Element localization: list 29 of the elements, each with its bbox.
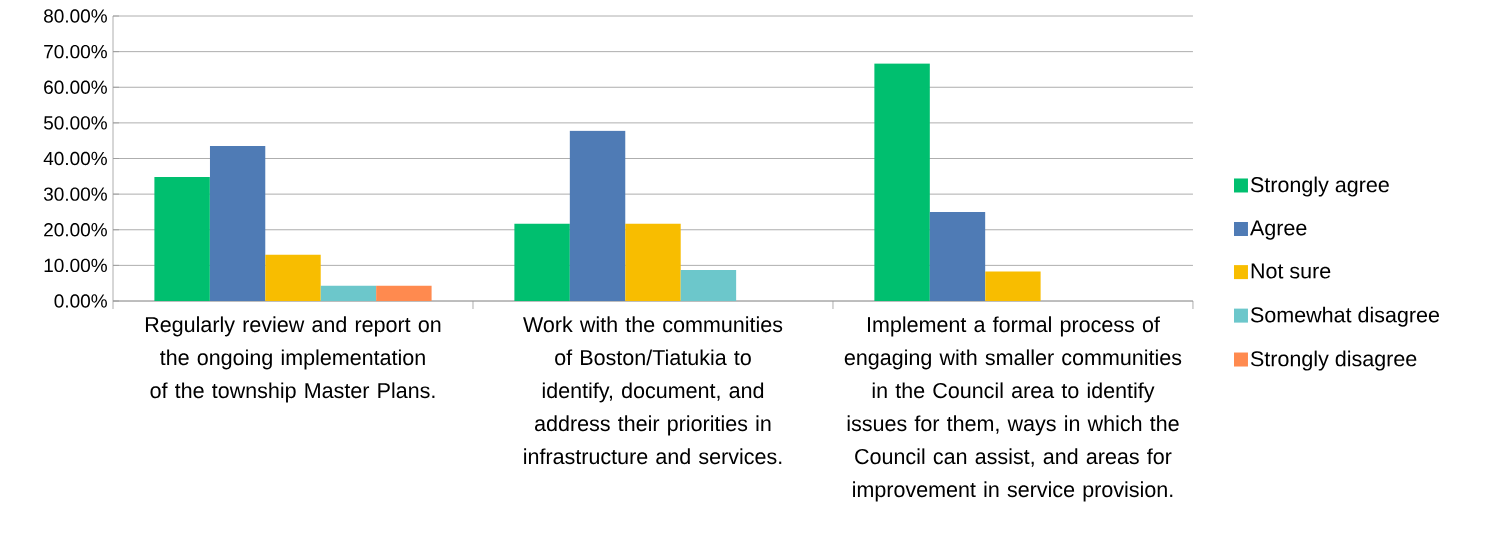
legend-label: Strongly disagree <box>1250 350 1417 371</box>
y-tick-label: 80.00% <box>44 9 107 23</box>
y-tick-label: 70.00% <box>44 44 107 59</box>
y-tick-label: 10.00% <box>44 258 107 273</box>
bar <box>985 271 1041 301</box>
bar <box>376 285 432 301</box>
bar <box>265 254 321 301</box>
legend-label: Strongly agree <box>1250 176 1389 197</box>
bar <box>625 223 681 301</box>
bar <box>929 211 986 301</box>
bar <box>514 223 570 301</box>
x-tick-label: Implement a formal process of engaging with smaller communities in the Council area to identify issues for them, ways in which the Council can assist, and areas for improvement in service provision. <box>844 316 1182 502</box>
x-tick-label: Work with the communities of Boston/Tiatukia to identify, document, and address their priorities in infrastructure and services. <box>523 316 783 465</box>
y-tick-label: 60.00% <box>44 80 107 94</box>
bar <box>320 285 377 301</box>
bar <box>209 146 266 301</box>
bar <box>569 130 626 301</box>
bar <box>680 270 737 301</box>
y-tick-label: 40.00% <box>43 151 107 166</box>
legend-label: Not sure <box>1251 263 1331 279</box>
bar <box>154 177 210 301</box>
y-tick-label: 30.00% <box>43 187 107 201</box>
legend-label: Somewhat disagree <box>1250 306 1439 327</box>
legend-label: Agree <box>1250 220 1307 240</box>
x-tick-label: Regularly review and report on the ongoing implementation of the township Master Plans. <box>145 316 441 403</box>
bar <box>874 63 930 301</box>
y-tick-label: 50.00% <box>43 116 107 130</box>
y-tick-label: 0.00% <box>54 294 107 308</box>
y-tick-label: 20.00% <box>44 223 107 237</box>
